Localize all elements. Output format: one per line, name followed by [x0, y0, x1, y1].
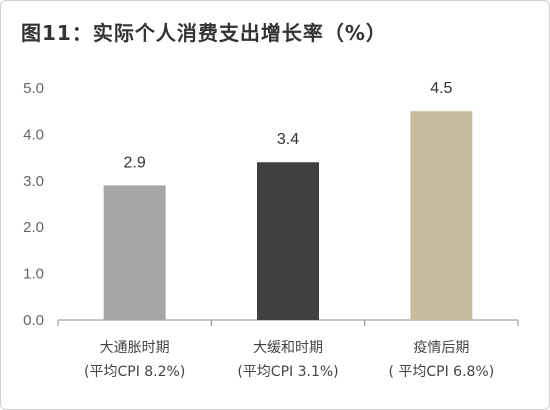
data-label: 3.4: [277, 131, 299, 148]
y-tick-label: 1.0: [23, 266, 44, 283]
chart-title: 图11：实际个人消费支出增长率（%）: [21, 21, 387, 45]
x-category-label: (平均CPI 8.2%): [84, 364, 185, 380]
y-tick-label: 5.0: [23, 80, 44, 97]
x-category-label: 大通胀时期: [100, 340, 170, 356]
x-category-label: 疫情后期: [413, 340, 469, 356]
data-label: 2.9: [124, 154, 146, 171]
x-category-label: ( 平均CPI 6.8%): [388, 364, 494, 380]
y-tick-label: 4.0: [23, 126, 44, 143]
bar: [257, 162, 319, 320]
y-tick-label: 2.0: [23, 219, 44, 236]
y-tick-label: 3.0: [23, 173, 44, 190]
x-category-label: (平均CPI 3.1%): [237, 364, 338, 380]
x-category-label: 大缓和时期: [253, 340, 323, 356]
bar: [410, 111, 473, 320]
data-label: 4.5: [430, 80, 452, 97]
bar: [103, 185, 166, 320]
y-tick-label: 0.0: [23, 312, 44, 329]
